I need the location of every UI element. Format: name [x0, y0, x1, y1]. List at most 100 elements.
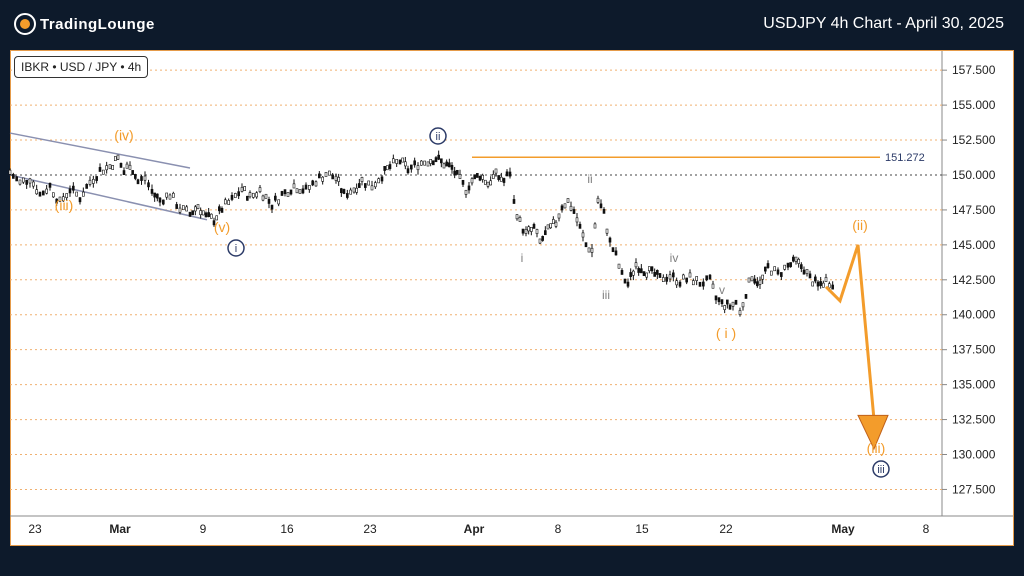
- candle-body: [410, 164, 413, 170]
- candle-body: [82, 191, 85, 197]
- candle-body: [478, 175, 482, 181]
- candle-body: [196, 204, 200, 209]
- candle-body: [122, 170, 126, 175]
- candle-body: [65, 193, 68, 198]
- candle-body: [458, 174, 462, 179]
- candle-body: [15, 176, 18, 182]
- candle-body: [264, 193, 268, 199]
- x-tick-label: 15: [635, 522, 649, 536]
- candle-body: [85, 183, 88, 189]
- candle-body: [508, 171, 512, 177]
- candle-body: [88, 179, 92, 185]
- candle-body: [473, 174, 476, 180]
- candle-body: [492, 174, 495, 179]
- candle-body: [512, 199, 516, 204]
- candle-body: [470, 178, 474, 184]
- candle-body: [199, 210, 202, 215]
- candle-body: [634, 262, 638, 268]
- candle-body: [227, 200, 230, 205]
- candle-body: [544, 230, 547, 236]
- candle-body: [464, 189, 468, 195]
- candle-body: [602, 208, 606, 214]
- y-tick-label: 132.500: [952, 413, 996, 427]
- candle-body: [750, 276, 754, 282]
- candle-body: [794, 256, 798, 262]
- candle-body: [780, 272, 783, 277]
- candle-body: [280, 191, 284, 196]
- candle-body: [467, 185, 471, 191]
- candle-body: [301, 188, 305, 194]
- candle-body: [773, 266, 776, 272]
- candle-body: [440, 158, 443, 164]
- candle-body: [191, 210, 194, 216]
- candle-body: [168, 194, 172, 200]
- candle-body: [505, 171, 509, 177]
- x-tick-label: Mar: [109, 522, 131, 536]
- candle-body: [761, 274, 764, 280]
- candle-body: [682, 274, 685, 280]
- candle-body: [685, 277, 688, 283]
- chart-area[interactable]: [10, 50, 1014, 546]
- candle-body: [532, 223, 536, 229]
- x-tick-label: 22: [719, 522, 733, 536]
- x-tick-label: Apr: [464, 522, 485, 536]
- candle-body: [58, 196, 62, 202]
- candle-body: [688, 272, 692, 278]
- candle-body: [426, 161, 430, 167]
- y-tick-label: 137.500: [952, 343, 996, 357]
- candle-body: [783, 264, 786, 270]
- candle-body: [766, 263, 770, 268]
- candle-body: [25, 179, 28, 185]
- x-tick-label: 8: [923, 522, 930, 536]
- candle-body: [111, 165, 114, 170]
- candle-body: [734, 299, 738, 305]
- candle-body: [295, 188, 299, 194]
- candle-body: [642, 271, 646, 277]
- candle-body: [563, 203, 567, 209]
- candle-body: [678, 281, 682, 287]
- wave-circle: [429, 127, 447, 145]
- candle-body: [349, 189, 352, 195]
- candle-body: [240, 186, 244, 192]
- candle-body: [406, 168, 410, 174]
- candle-body: [764, 266, 767, 272]
- candle-body: [640, 268, 643, 274]
- candle-body: [808, 273, 812, 279]
- candle-body: [789, 262, 792, 267]
- candle-body: [286, 192, 290, 197]
- candle-body: [105, 165, 108, 171]
- candle-body: [497, 175, 500, 180]
- candle-body: [708, 274, 712, 280]
- wave-label: iii: [602, 288, 610, 302]
- candle-body: [342, 189, 346, 194]
- candle-body: [620, 270, 624, 275]
- candle-body: [404, 161, 407, 167]
- candle-body: [308, 184, 311, 190]
- brand-mark-icon: [14, 13, 36, 35]
- candle-body: [776, 269, 780, 275]
- candle-body: [35, 189, 38, 195]
- candle-body: [698, 281, 702, 287]
- candle-body: [800, 264, 803, 270]
- candle-body: [392, 158, 395, 164]
- wave-label: (iii): [867, 440, 886, 456]
- candle-body: [360, 177, 364, 182]
- candle-body: [599, 203, 603, 209]
- candle-body: [175, 204, 178, 209]
- candle-body: [423, 160, 426, 166]
- candle-body: [252, 192, 255, 198]
- candle-body: [328, 170, 331, 176]
- brand-logo[interactable]: TradingLounge: [14, 13, 155, 35]
- candle-body: [747, 277, 751, 283]
- candle-body: [717, 297, 721, 303]
- x-tick-label: 23: [363, 522, 377, 536]
- candle-body: [270, 204, 274, 210]
- candle-body: [75, 191, 78, 197]
- candle-body: [581, 232, 585, 238]
- candle-body: [816, 281, 820, 287]
- wave-label: ( i ): [716, 325, 736, 341]
- candle-body: [629, 272, 632, 277]
- candle-body: [374, 182, 377, 188]
- candle-body: [445, 161, 448, 167]
